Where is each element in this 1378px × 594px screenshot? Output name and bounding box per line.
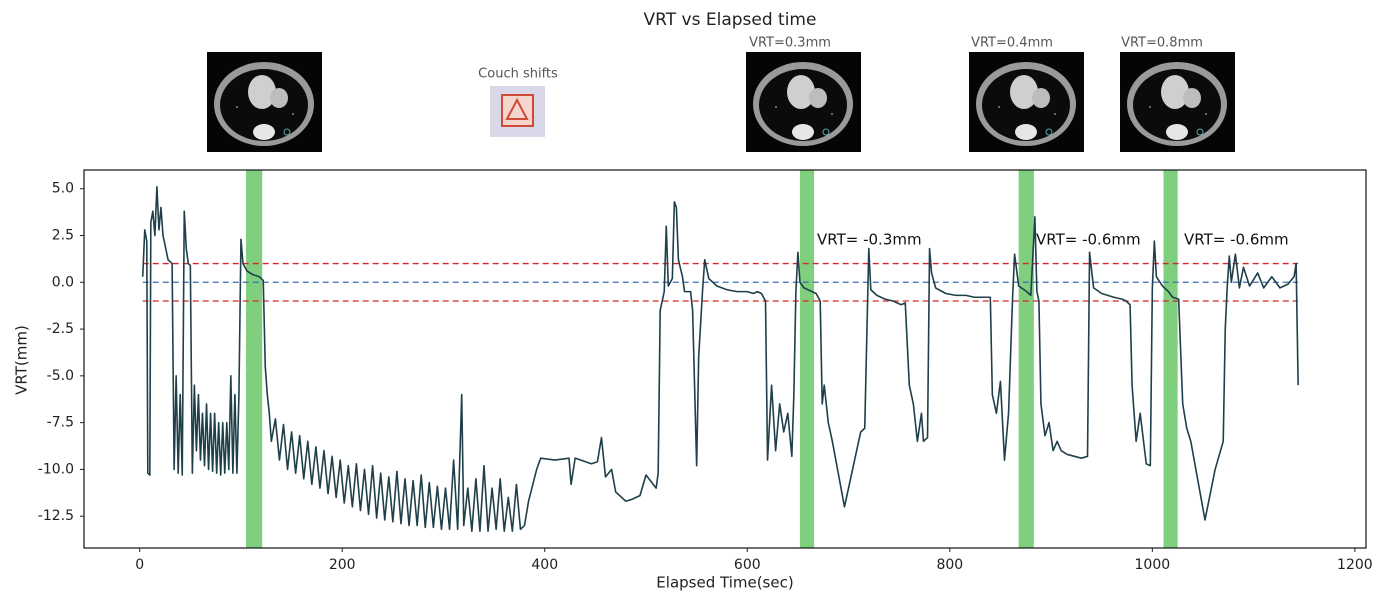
annotation: VRT= -0.3mm xyxy=(817,231,922,249)
y-tick-label: -2.5 xyxy=(47,321,74,337)
data-line xyxy=(141,186,1299,532)
y-tick-label: 2.5 xyxy=(52,227,74,243)
x-tick-label: 1000 xyxy=(1135,557,1171,573)
y-tick-label: -12.5 xyxy=(38,508,74,524)
highlight-span xyxy=(1018,170,1034,548)
thumbnail xyxy=(745,51,862,153)
couch-icon xyxy=(490,86,545,137)
annotation: VRT= -0.6mm xyxy=(1036,231,1141,249)
thumbnail xyxy=(968,51,1085,153)
highlight-span xyxy=(1163,170,1178,548)
annotation: VRT= -0.6mm xyxy=(1184,231,1289,249)
x-tick-label: 1200 xyxy=(1337,557,1373,573)
y-tick-label: 0.0 xyxy=(52,274,74,290)
icon-label: Couch shifts xyxy=(478,67,558,82)
y-axis-label: VRT(mm) xyxy=(13,325,31,395)
y-tick-label: -10.0 xyxy=(38,461,74,477)
y-tick-label: -7.5 xyxy=(47,415,74,431)
x-tick-label: 800 xyxy=(936,557,963,573)
chart-title: VRT vs Elapsed time xyxy=(644,10,817,30)
y-tick-label: 5.0 xyxy=(52,181,74,197)
thumbnail-label: VRT=0.3mm xyxy=(749,36,831,51)
x-axis-label: Elapsed Time(sec) xyxy=(656,574,793,592)
plot-frame xyxy=(83,169,1367,549)
x-tick-label: 600 xyxy=(734,557,761,573)
highlight-span xyxy=(799,170,815,548)
x-tick-label: 0 xyxy=(135,557,144,573)
thumbnail xyxy=(206,51,323,153)
thumbnail-label: VRT=0.4mm xyxy=(971,36,1053,51)
highlight-span xyxy=(246,170,263,548)
thumbnail-label: VRT=0.8mm xyxy=(1121,36,1203,51)
x-tick-label: 200 xyxy=(329,557,356,573)
y-tick-label: -5.0 xyxy=(47,368,74,384)
thumbnail xyxy=(1119,51,1236,153)
x-tick-label: 400 xyxy=(531,557,558,573)
